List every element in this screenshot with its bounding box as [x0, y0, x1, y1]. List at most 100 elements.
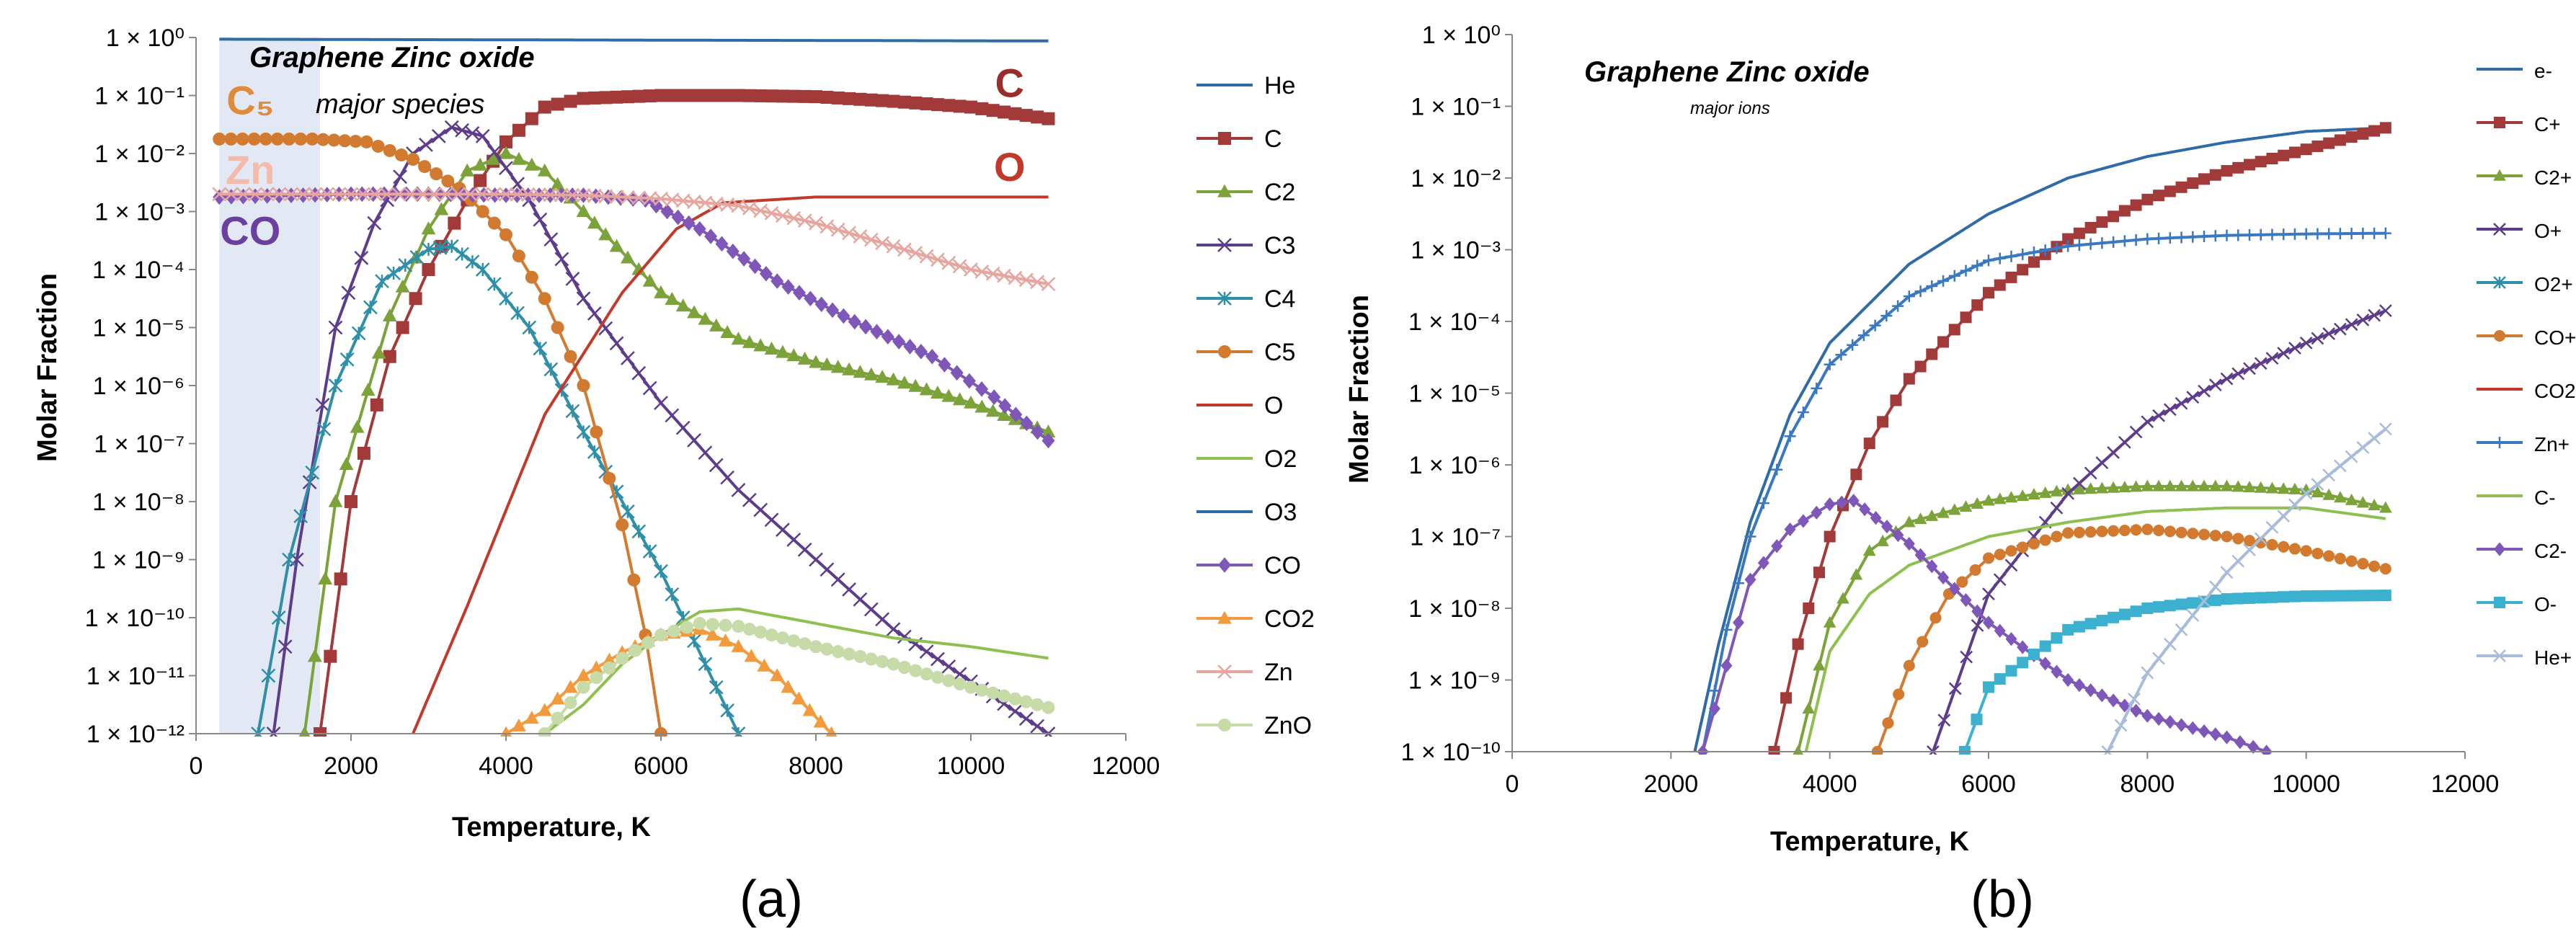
data-point-O-: [2357, 590, 2369, 602]
data-point-He+: [2243, 543, 2256, 556]
data-point-CO2: [589, 660, 604, 674]
data-point-O+: [2073, 476, 2086, 490]
data-point-C2+: [2322, 488, 2335, 500]
data-point-C: [698, 89, 712, 102]
data-point-CO: [236, 188, 250, 205]
data-point-C5: [487, 216, 501, 230]
data-point-C3: [465, 125, 480, 141]
data-point-C2-: [2141, 708, 2154, 723]
data-point-C3: [587, 306, 602, 321]
data-point-C+: [1903, 373, 1915, 385]
data-point-C3: [554, 252, 569, 267]
data-point-O+: [2265, 352, 2279, 365]
data-point-Zn+: [1971, 259, 1984, 272]
data-point-C5: [616, 518, 629, 532]
data-point-Zn: [259, 187, 275, 202]
series-line-He: [219, 37, 1049, 43]
data-point-CO+: [2232, 533, 2244, 545]
data-point-CO+: [1903, 659, 1915, 672]
data-point-C4: [386, 266, 401, 280]
data-point-CO: [781, 279, 795, 295]
y-tick-label: 1 × 10⁻¹: [94, 83, 185, 110]
legend-item-e-: e-: [2477, 60, 2552, 82]
data-point-C: [931, 98, 944, 112]
data-point-Zn+: [2141, 233, 2154, 245]
data-point-C: [324, 649, 337, 663]
data-point-O+: [2356, 313, 2370, 326]
chart-a-xlabel: Temperature, K: [452, 812, 651, 842]
data-point-Zn+: [2243, 229, 2255, 241]
data-point-C2+: [2277, 482, 2290, 494]
data-point-C+: [1948, 324, 1960, 336]
data-point-C: [370, 398, 383, 412]
data-point-C: [577, 92, 590, 105]
data-point-C5: [383, 143, 396, 157]
data-point-Zn+: [2198, 231, 2211, 243]
data-point-C+: [2017, 264, 2029, 276]
data-point-Zn+: [2323, 228, 2335, 240]
data-point-CO+: [2028, 538, 2040, 550]
data-point-CO+: [2141, 523, 2154, 535]
data-point-Zn+: [2278, 228, 2290, 241]
series-ZnO: [538, 617, 1055, 737]
data-point-O+: [2107, 446, 2120, 459]
legend-item-O2: O2: [1196, 445, 1297, 473]
data-point-ZnO: [603, 661, 616, 675]
data-point-CO+: [2266, 538, 2278, 551]
chart-b-ylabel: Molar Fraction: [1344, 295, 1374, 484]
data-point-CO2: [791, 691, 807, 705]
data-point-O-: [2379, 590, 2391, 602]
data-point-Zn: [908, 246, 923, 260]
data-point-Zn+: [1937, 275, 1950, 287]
legend-label: C+: [2534, 113, 2561, 135]
data-point-C2+: [1862, 544, 1876, 556]
data-point-Zn+: [1784, 430, 1796, 443]
data-point-CO: [998, 398, 1012, 414]
data-point-C2+: [2028, 488, 2040, 500]
data-point-CO+: [2039, 534, 2051, 546]
series-Zn: [212, 187, 1056, 292]
data-point-CO: [903, 339, 917, 355]
data-point-C4: [455, 246, 469, 262]
data-point-C5: [224, 132, 238, 146]
legend-item-He+: He+: [2477, 646, 2572, 669]
y-tick-label: 1 × 10⁻⁹: [1408, 667, 1501, 695]
data-point-C: [422, 263, 435, 276]
data-point-CO2: [512, 718, 526, 732]
data-point-CO+: [2164, 525, 2176, 538]
data-point-C2: [908, 378, 923, 392]
data-point-ZnO: [742, 623, 756, 636]
legend-marker: [2493, 223, 2506, 236]
data-point-C2+: [1903, 515, 1916, 528]
data-point-C3: [499, 161, 513, 176]
data-point-O-: [2130, 605, 2142, 618]
data-point-CO: [704, 228, 718, 244]
data-point-O-: [2096, 615, 2108, 627]
data-point-C2: [753, 338, 768, 352]
data-point-Zn: [1041, 277, 1056, 292]
legend-marker: [1217, 664, 1232, 679]
data-point-Zn: [776, 208, 790, 223]
data-point-He+: [2231, 554, 2245, 568]
data-point-ZnO: [765, 628, 778, 642]
data-point-C+: [2278, 149, 2290, 161]
data-point-CO+: [2187, 528, 2199, 540]
data-point-C2: [307, 649, 322, 662]
data-point-CO+: [2323, 550, 2335, 562]
data-point-C: [383, 350, 396, 363]
data-point-CO+: [2334, 553, 2346, 565]
data-point-C: [709, 89, 723, 102]
series-C2: [298, 146, 1056, 737]
y-tick-label: 1 × 10⁻²: [1411, 165, 1501, 192]
data-point-O+: [2118, 435, 2131, 449]
data-point-C: [942, 99, 956, 112]
data-point-C2-: [1859, 502, 1871, 517]
data-point-C4: [543, 362, 559, 377]
data-point-C: [621, 90, 634, 104]
series-CO+: [1871, 523, 2391, 755]
legend-marker: [2494, 542, 2505, 556]
legend-label: CO: [1264, 552, 1301, 579]
data-point-C2-: [1732, 615, 1744, 630]
data-point-Zn: [554, 187, 569, 203]
data-point-He+: [2152, 652, 2165, 665]
